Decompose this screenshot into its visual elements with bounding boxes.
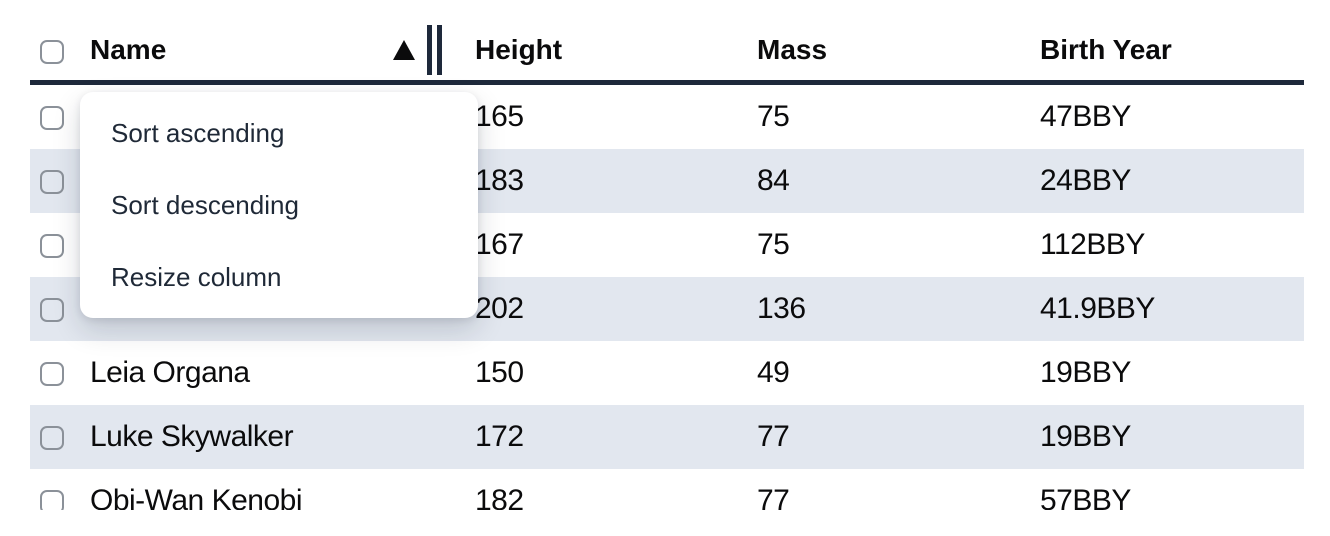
table-row[interactable]: Luke Skywalker 172 77 19BBY <box>30 405 1304 469</box>
header-row: Name Height Mass Birth Year <box>30 20 1304 85</box>
characters-table: Name Height Mass Birth Year 165 75 47BBY 18… <box>30 20 1304 510</box>
height-cell: 202 <box>465 277 747 341</box>
mass-cell: 49 <box>757 356 790 389</box>
row-checkbox-cell <box>30 469 80 510</box>
height-cell: 150 <box>475 356 524 389</box>
name-cell: Leia Organa <box>90 356 250 389</box>
mass-cell: 77 <box>747 405 1030 469</box>
height-cell: 183 <box>465 149 747 213</box>
menu-item-resize-column[interactable]: Resize column <box>111 261 282 292</box>
row-checkbox[interactable] <box>40 362 64 387</box>
sort-ascending-icon <box>393 40 415 60</box>
menu-item-sort-ascending[interactable]: Sort ascending <box>111 117 285 148</box>
table-row[interactable]: Obi-Wan Kenobi 182 77 57BBY <box>30 469 1304 510</box>
row-checkbox[interactable] <box>40 234 64 259</box>
column-context-menu: Sort ascending Sort descending Resize co… <box>80 92 478 318</box>
row-checkbox[interactable] <box>40 426 64 451</box>
row-checkbox-cell <box>30 213 80 277</box>
menu-item-sort-descending[interactable]: Sort descending <box>111 189 299 220</box>
birth-year-cell: 41.9BBY <box>1030 277 1304 341</box>
row-checkbox[interactable] <box>40 170 64 195</box>
height-cell: 165 <box>475 100 524 133</box>
column-header-birth-year[interactable]: Birth Year <box>1030 20 1304 85</box>
row-checkbox-cell <box>30 277 80 341</box>
row-checkbox-cell <box>30 149 80 213</box>
row-checkbox-cell <box>30 405 80 469</box>
mass-cell: 136 <box>747 277 1030 341</box>
birth-year-cell: 112BBY <box>1040 228 1145 261</box>
select-all-cell <box>30 20 80 85</box>
mass-cell: 75 <box>757 100 790 133</box>
column-header-height[interactable]: Height <box>465 20 747 85</box>
row-checkbox-cell <box>30 341 80 405</box>
name-cell: Luke Skywalker <box>80 405 465 469</box>
height-cell: 167 <box>475 228 524 261</box>
birth-year-cell: 57BBY <box>1040 484 1131 510</box>
height-cell: 172 <box>465 405 747 469</box>
table-row[interactable]: 165 75 47BBY <box>30 83 1304 150</box>
row-checkbox-cell <box>30 83 80 150</box>
column-resize-handle-icon[interactable] <box>427 25 442 75</box>
birth-year-cell: 24BBY <box>1030 149 1304 213</box>
name-cell: Obi-Wan Kenobi <box>90 484 303 510</box>
row-checkbox[interactable] <box>40 298 64 323</box>
column-header-mass[interactable]: Mass <box>747 20 1030 85</box>
table-row[interactable]: 167 75 112BBY <box>30 213 1304 277</box>
mass-cell: 84 <box>747 149 1030 213</box>
mass-cell: 77 <box>757 484 790 510</box>
characters-table-container: Name Height Mass Birth Year 165 75 47BBY 18… <box>30 20 1304 510</box>
birth-year-cell: 47BBY <box>1040 100 1131 133</box>
row-checkbox[interactable] <box>40 490 64 510</box>
column-header-name[interactable]: Name <box>80 20 465 85</box>
table-body: 165 75 47BBY 183 84 24BBY 167 75 112BBY 202 136 41.… <box>30 83 1304 510</box>
row-checkbox[interactable] <box>40 106 64 131</box>
table-row[interactable]: Leia Organa 150 49 19BBY <box>30 341 1304 405</box>
select-all-checkbox[interactable] <box>40 39 64 64</box>
height-cell: 182 <box>475 484 524 510</box>
mass-cell: 75 <box>757 228 790 261</box>
birth-year-cell: 19BBY <box>1030 405 1304 469</box>
birth-year-cell: 19BBY <box>1040 356 1131 389</box>
column-header-name-label: Name <box>90 34 167 65</box>
